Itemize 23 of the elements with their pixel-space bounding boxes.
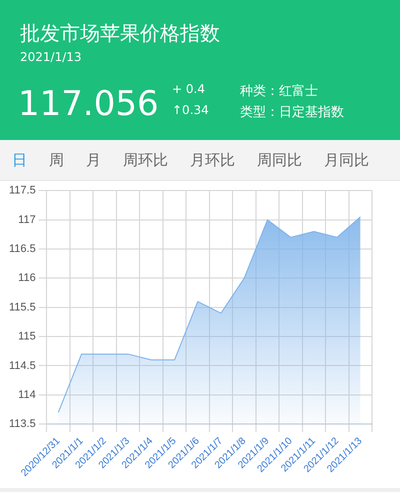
y-tick-label: 114.5 — [8, 360, 36, 372]
text: + 0.4 — [172, 82, 205, 96]
text: 117.056 — [18, 84, 159, 124]
text: 月 — [86, 150, 101, 170]
text: 周 — [49, 150, 64, 170]
y-tick-label: 115.5 — [8, 301, 36, 314]
chart-title: 批发市场苹果价格指数 — [20, 20, 220, 47]
text: 类型：日定基指数 — [240, 104, 344, 121]
text: 周同比 — [257, 150, 302, 170]
y-tick-label: 113.5 — [8, 418, 36, 430]
y-tick-label: 117.5 — [8, 184, 36, 197]
text: 月同比 — [324, 150, 369, 170]
y-tick-label: 116 — [18, 272, 36, 284]
chart-subtitle: 2021/1/13 — [20, 50, 82, 64]
y-tick-label: 116.5 — [8, 243, 36, 256]
text: ↑0.34 — [172, 103, 209, 117]
text: 日 — [12, 150, 27, 170]
y-tick-label: 117 — [18, 214, 36, 226]
y-tick-label: 115 — [18, 330, 36, 343]
text: 月环比 — [190, 150, 235, 170]
text: 种类：红富士 — [240, 83, 318, 100]
text: 周环比 — [123, 150, 168, 170]
y-tick-label: 114 — [18, 388, 36, 401]
